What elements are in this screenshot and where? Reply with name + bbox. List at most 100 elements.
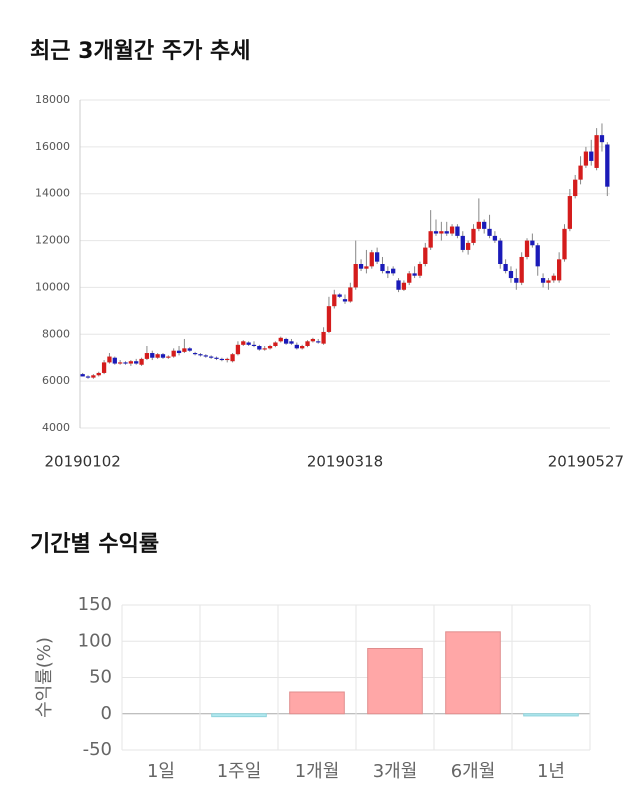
x-tick-label: 1년 [537,761,565,782]
candle-body [225,358,230,361]
candle-body [267,346,273,349]
candle-body [91,375,96,378]
candle-body [444,231,449,234]
candle-body [374,252,380,262]
candle-body [337,294,342,297]
candle-body [487,228,492,236]
candle-body [385,271,390,274]
bar [211,713,267,718]
candle-body [594,135,599,168]
y-tick-label: 150 [78,594,112,615]
candle-body [198,354,203,356]
candle-body [551,275,556,281]
candle-body [546,280,551,283]
candle-body [171,350,176,357]
candle-body [508,271,514,279]
y-tick-label: 12000 [35,234,70,247]
candle-body [519,256,524,283]
candle-body [428,231,433,248]
candle-body [289,341,294,344]
y-tick-label: 100 [78,630,112,651]
candle-body [128,361,133,364]
x-tick-label: 1일 [147,761,175,782]
y-tick-label: 18000 [35,93,70,106]
candle-body [278,337,283,342]
candle-body [273,342,278,346]
candle-body [107,356,112,363]
y-axis-label: 수익률(%) [34,637,55,718]
y-tick-label: 10000 [35,280,70,293]
candle-body [364,266,369,269]
candle-body [433,231,439,234]
candle-body [251,344,257,346]
bar [367,648,423,715]
candle-body [503,264,508,272]
bar [523,713,579,717]
candle-body [203,355,208,357]
candle-body [589,151,594,161]
candle-body [535,245,540,267]
candle-body [283,338,289,344]
candle-body [310,338,316,342]
candle-body [321,331,326,344]
candle-body [423,247,428,264]
candle-body [583,151,589,166]
x-tick-label: 1개월 [295,761,340,782]
candle-body [353,264,358,288]
candle-body [471,228,476,243]
candle-body [348,287,353,302]
candle-body [380,264,385,272]
candle-body [305,341,310,346]
candle-body [187,348,192,351]
bar [289,691,345,715]
x-tick-label: 20190318 [307,453,383,471]
candle-body [396,280,401,290]
candle-body [112,357,117,364]
candle-body [123,362,128,364]
candle-body [401,282,407,290]
candle-body [160,354,166,358]
y-tick-label: 0 [101,703,112,724]
candle-body [540,278,546,283]
x-tick-label: 3개월 [373,761,418,782]
candle-body [246,342,251,345]
y-tick-label: 4000 [42,421,70,434]
candle-body [567,196,572,229]
candle-body [605,144,610,187]
candle-body [465,242,471,250]
candle-body [342,299,348,302]
candle-body [219,358,225,361]
x-tick-label: 20190527 [548,453,624,471]
candle-body [524,240,530,257]
y-tick-label: 50 [89,667,112,688]
candle-body [492,235,498,241]
candle-body [96,372,101,376]
candle-body [578,165,583,180]
candle-body [134,361,139,364]
candle-body [455,226,460,236]
candle-body [530,240,535,246]
candle-body [209,356,214,358]
candle-body [166,356,171,358]
y-tick-label: 8000 [42,327,70,340]
chart-title: 기간별 수익률 [30,532,159,557]
candle-body [332,294,337,307]
candle-body [514,278,519,283]
candle-body [294,344,299,349]
candle-body [85,376,91,378]
candle-body [139,358,144,365]
candle-body [482,221,487,229]
x-tick-label: 6개월 [451,761,496,782]
candle-body [262,348,267,350]
candle-body [407,273,412,283]
y-tick-label: -50 [83,739,112,760]
candle-body [358,264,364,269]
candle-body [557,259,562,281]
candle-body [369,252,374,267]
candle-body [599,135,605,143]
candle-body [144,353,150,359]
candle-body [562,228,567,260]
chart-title: 최근 3개월간 주가 추세 [30,39,250,64]
candle-body [235,344,241,355]
